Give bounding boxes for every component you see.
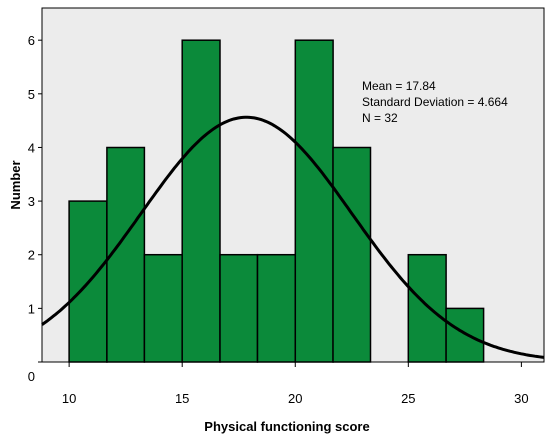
normal-curve bbox=[41, 115, 545, 359]
stat-mean: Mean = 17.84 bbox=[362, 79, 436, 93]
histogram-bar-6 bbox=[294, 39, 334, 363]
x-tick-label-0: 10 bbox=[62, 391, 76, 406]
y-tick-label-5: 5 bbox=[28, 87, 35, 102]
histogram-bar-1 bbox=[106, 146, 146, 363]
stat-standard-deviation: Standard Deviation = 4.664 bbox=[362, 95, 508, 109]
y-tick-label-0: 0 bbox=[28, 369, 35, 384]
x-axis-ticks: 10 15 20 25 30 bbox=[62, 362, 529, 406]
y-tick-label-4: 4 bbox=[28, 140, 35, 155]
histogram-bar-5 bbox=[256, 253, 297, 363]
stat-n: N = 32 bbox=[362, 111, 398, 125]
x-tick-label-3: 25 bbox=[401, 391, 415, 406]
y-axis-ticks: 0 1 2 3 4 5 6 bbox=[28, 33, 42, 384]
x-axis-title: Physical functioning score bbox=[204, 419, 369, 434]
histogram-bar-3 bbox=[181, 39, 221, 363]
histogram-bar-4 bbox=[219, 253, 259, 363]
bars-group bbox=[68, 39, 485, 363]
histogram-bar-2 bbox=[143, 253, 183, 363]
y-axis-title: Number bbox=[8, 160, 23, 209]
x-tick-label-2: 20 bbox=[288, 391, 302, 406]
histogram-bar-10 bbox=[445, 307, 485, 363]
x-tick-label-1: 15 bbox=[175, 391, 189, 406]
x-tick-label-4: 30 bbox=[514, 391, 528, 406]
y-tick-label-3: 3 bbox=[28, 194, 35, 209]
y-tick-label-1: 1 bbox=[28, 301, 35, 316]
y-tick-label-6: 6 bbox=[28, 33, 35, 48]
histogram-bar-7 bbox=[332, 146, 372, 363]
y-tick-label-2: 2 bbox=[28, 248, 35, 263]
histogram-bar-9 bbox=[407, 253, 447, 363]
